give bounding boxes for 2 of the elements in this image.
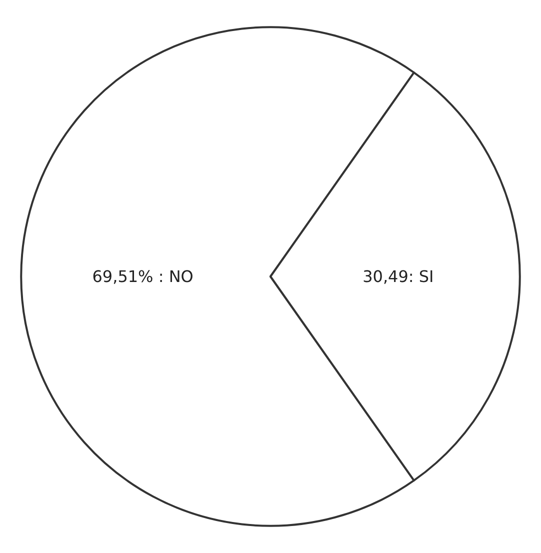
slice-label: 69,51% : NO [92, 267, 194, 286]
slice-label: 30,49: SI [362, 267, 434, 286]
